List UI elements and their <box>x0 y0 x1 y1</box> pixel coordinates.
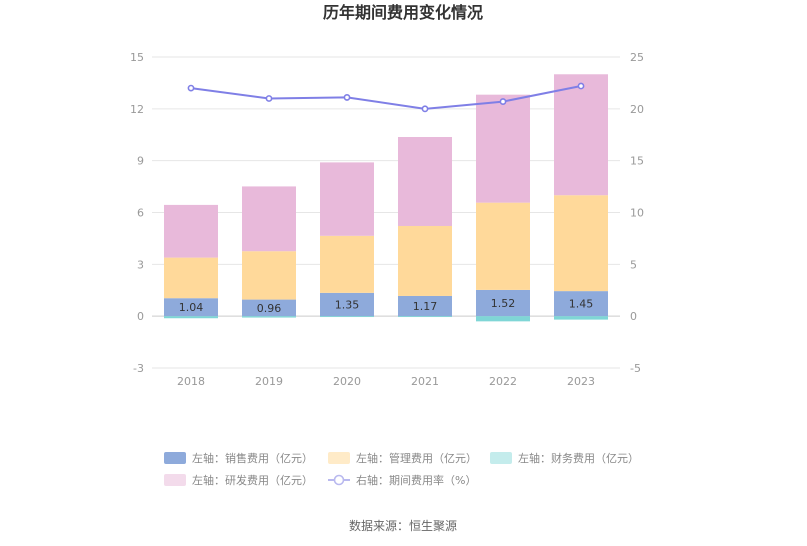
grid <box>152 56 620 369</box>
x-tick-label: 2020 <box>333 375 361 388</box>
left-tick-label: 9 <box>137 155 144 168</box>
legend-label: 左轴：财务费用（亿元） <box>518 451 639 465</box>
left-tick-label: 12 <box>130 103 144 116</box>
bar-segment <box>398 316 452 318</box>
left-tick-label: 3 <box>137 258 144 271</box>
right-tick-label: 20 <box>630 103 644 116</box>
x-tick-label: 2018 <box>177 375 205 388</box>
bar-segment <box>320 162 374 236</box>
x-axis-ticks: 2018 2019 2020 2021 2022 2023 <box>177 375 595 388</box>
bar-segment <box>398 136 452 226</box>
bar-segment <box>476 289 530 317</box>
bar-segment <box>554 316 608 320</box>
bar-segment <box>242 251 296 300</box>
legend-swatch <box>164 452 186 464</box>
legend-swatch <box>328 452 350 464</box>
legend-swatch <box>490 452 512 464</box>
bar-data-label: 1.17 <box>413 300 438 313</box>
left-tick-label: -3 <box>133 362 144 375</box>
chart-title: 历年期间费用变化情况 <box>323 3 483 22</box>
bar-segment <box>164 204 218 258</box>
bar-data-label: 1.45 <box>569 298 594 311</box>
bar-segment <box>164 316 218 319</box>
right-tick-label: -5 <box>630 362 641 375</box>
legend-label: 左轴：销售费用（亿元） <box>192 451 313 465</box>
x-tick-label: 2019 <box>255 375 283 388</box>
bar-data-label: 0.96 <box>257 302 282 315</box>
bars <box>164 74 608 322</box>
bar-data-label: 1.04 <box>179 301 204 314</box>
left-axis-ticks: -3 0 3 6 9 12 15 <box>130 51 144 375</box>
rate-point <box>187 84 195 92</box>
bar-segment <box>476 316 530 322</box>
rate-line-path <box>190 85 582 110</box>
legend-swatch <box>164 474 186 486</box>
legend-label: 左轴：管理费用（亿元） <box>356 451 477 465</box>
bar-segment <box>476 202 530 290</box>
left-tick-label: 6 <box>137 207 144 220</box>
legend-label: 右轴：期间费用率（%） <box>356 473 476 487</box>
rate-point <box>499 98 507 105</box>
data-labels: 1.04 0.96 1.35 1.17 1.52 1.45 <box>179 297 594 315</box>
x-tick-label: 2023 <box>567 375 595 388</box>
left-tick-label: 0 <box>137 310 144 323</box>
bar-segment <box>554 195 608 292</box>
x-tick-label: 2022 <box>489 375 517 388</box>
bar-segment <box>164 257 218 299</box>
bar-segment <box>554 74 608 196</box>
bar-segment <box>242 316 296 318</box>
bar-segment <box>320 316 374 318</box>
bar-segment <box>164 298 218 317</box>
bar-segment <box>554 291 608 317</box>
rate-point <box>577 82 585 90</box>
bar-data-label: 1.52 <box>491 297 516 310</box>
right-tick-label: 5 <box>630 258 637 271</box>
legend-label: 左轴：研发费用（亿元） <box>192 473 313 487</box>
right-tick-label: 10 <box>630 207 644 220</box>
bar-data-label: 1.35 <box>335 299 360 312</box>
bar-segment <box>320 292 374 317</box>
rate-point <box>265 95 273 102</box>
rate-point <box>343 94 351 101</box>
bar-segment <box>242 186 296 252</box>
legend: 左轴：销售费用（亿元） 左轴：管理费用（亿元） 左轴：财务费用（亿元） 左轴：研发费用… <box>164 451 639 487</box>
right-axis-ticks: -5 0 5 10 15 20 25 <box>630 51 644 375</box>
bar-segment <box>398 225 452 296</box>
bar-segment <box>476 94 530 203</box>
bar-segment <box>242 299 296 317</box>
rate-point <box>421 105 429 113</box>
right-tick-label: 25 <box>630 51 644 64</box>
left-tick-label: 15 <box>130 51 144 64</box>
legend-line-marker <box>333 474 345 486</box>
x-tick-label: 2021 <box>411 375 439 388</box>
rate-line <box>187 82 585 113</box>
right-tick-label: 0 <box>630 310 637 323</box>
bar-segment <box>320 235 374 293</box>
right-tick-label: 15 <box>630 155 644 168</box>
source-note: 数据来源：恒生聚源 <box>349 518 457 533</box>
bar-segment <box>398 295 452 317</box>
